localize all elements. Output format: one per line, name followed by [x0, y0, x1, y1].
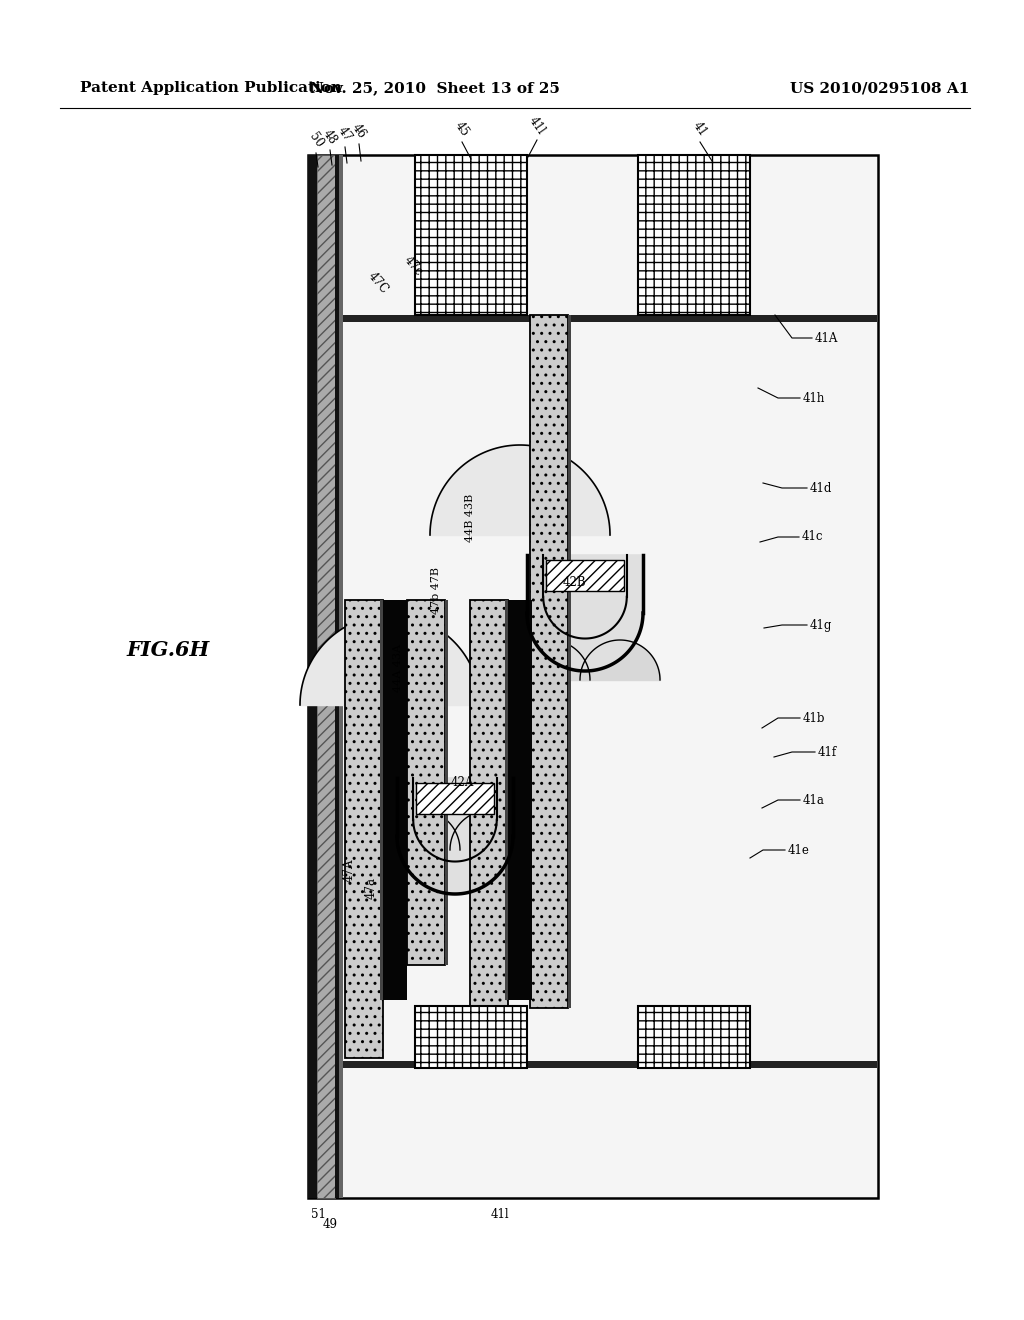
Text: 47c: 47c: [401, 253, 425, 279]
Text: 41e: 41e: [788, 843, 810, 857]
Text: 50: 50: [306, 131, 326, 150]
Bar: [308, 154, 317, 1199]
Text: 41: 41: [690, 119, 710, 139]
Bar: [530, 315, 568, 1008]
Bar: [343, 1061, 877, 1068]
Bar: [343, 315, 877, 322]
Polygon shape: [397, 777, 513, 894]
Polygon shape: [527, 554, 643, 671]
Bar: [345, 601, 383, 1059]
Bar: [505, 601, 508, 1001]
Bar: [547, 560, 624, 591]
Text: US 2010/0295108 A1: US 2010/0295108 A1: [790, 81, 970, 95]
Text: 51: 51: [310, 1208, 326, 1221]
Text: 47: 47: [336, 124, 354, 144]
Text: 41g: 41g: [810, 619, 833, 631]
Bar: [415, 154, 527, 315]
Text: 44A 43A: 44A 43A: [393, 644, 403, 692]
Text: 46: 46: [349, 121, 369, 141]
Bar: [417, 783, 494, 814]
Text: Patent Application Publication: Patent Application Publication: [80, 81, 342, 95]
Bar: [470, 601, 508, 1059]
Text: 41c: 41c: [802, 531, 823, 544]
Text: 41h: 41h: [803, 392, 825, 404]
Text: 48: 48: [321, 127, 340, 147]
Bar: [339, 154, 343, 1199]
Bar: [407, 601, 445, 965]
Text: Nov. 25, 2010  Sheet 13 of 25: Nov. 25, 2010 Sheet 13 of 25: [310, 81, 560, 95]
Bar: [508, 601, 532, 1001]
Text: 47a: 47a: [365, 876, 378, 899]
Text: 47A: 47A: [342, 858, 355, 882]
Bar: [415, 1006, 527, 1068]
Text: 41A: 41A: [815, 331, 839, 345]
Text: 47b 47B: 47b 47B: [431, 566, 441, 614]
Text: 41f: 41f: [818, 746, 838, 759]
Text: 47C: 47C: [366, 269, 391, 297]
Bar: [335, 154, 339, 1199]
Bar: [317, 154, 335, 1199]
Text: 49: 49: [323, 1218, 338, 1232]
Bar: [445, 601, 449, 965]
Text: 41l: 41l: [490, 1208, 509, 1221]
Bar: [380, 601, 383, 1001]
Text: 42B: 42B: [562, 577, 586, 590]
Bar: [568, 315, 571, 1008]
Text: 41a: 41a: [803, 793, 825, 807]
Bar: [638, 154, 750, 315]
Text: 41b: 41b: [803, 711, 825, 725]
Bar: [638, 1006, 750, 1068]
Text: 45: 45: [453, 119, 472, 139]
Bar: [383, 601, 407, 1001]
Text: 44B 43B: 44B 43B: [465, 494, 475, 543]
Text: 42A: 42A: [451, 776, 474, 789]
Text: 41l: 41l: [526, 115, 548, 137]
Bar: [308, 154, 878, 1199]
Text: 41d: 41d: [810, 482, 833, 495]
Text: FIG.6H: FIG.6H: [126, 640, 210, 660]
